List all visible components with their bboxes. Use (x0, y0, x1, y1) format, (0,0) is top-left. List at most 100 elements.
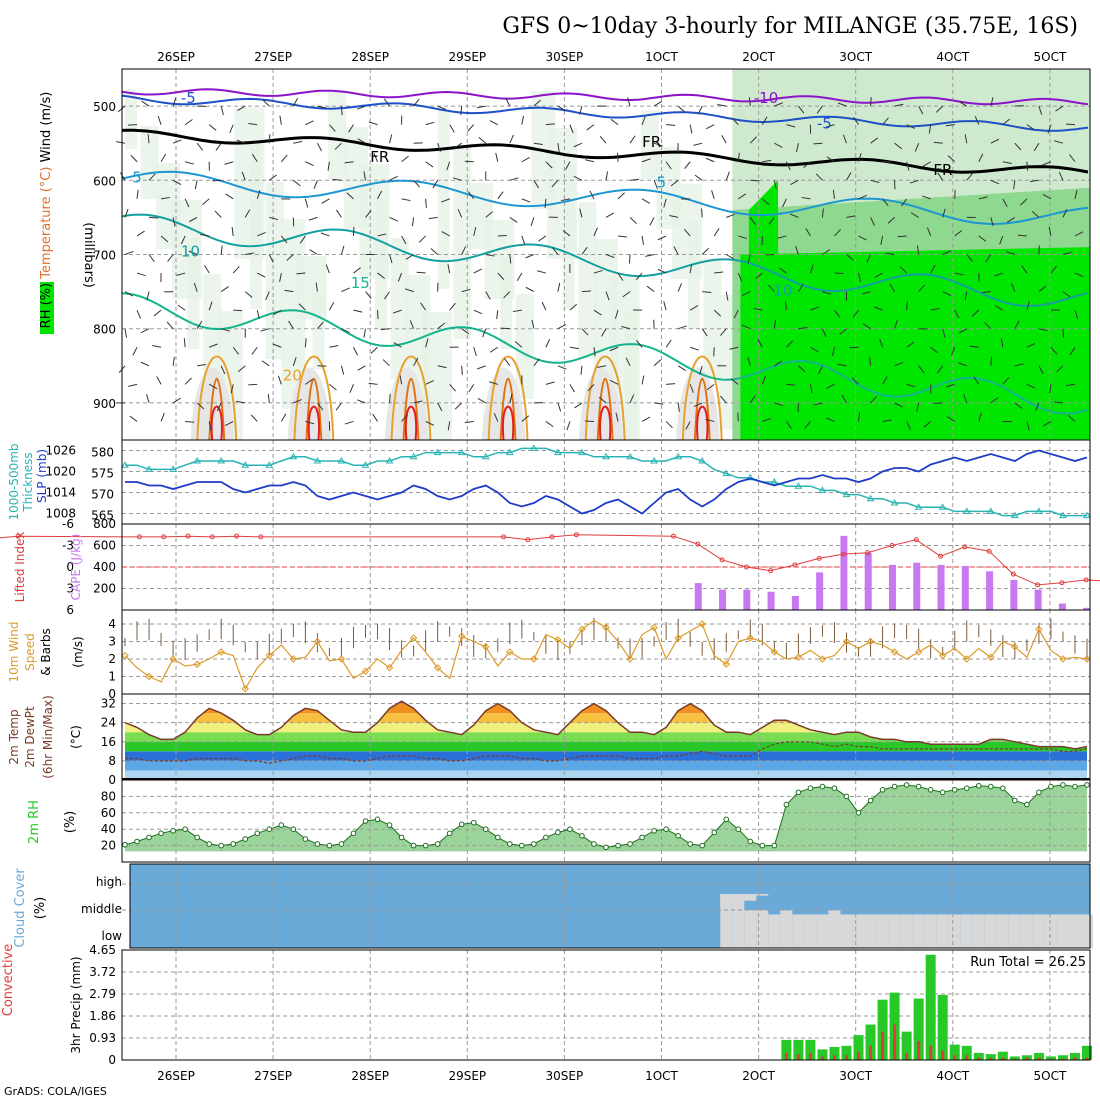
wind-barb (560, 198, 571, 202)
wind-speed-point (866, 637, 875, 646)
wind-barb (1013, 180, 1016, 190)
pressure-tick: 600 (93, 174, 116, 188)
wind-barb (461, 328, 470, 335)
wind-tick: 0 (108, 687, 116, 701)
wind-barb (467, 124, 475, 132)
wind-barb (1035, 402, 1040, 412)
rh-tick: 60 (101, 806, 116, 820)
wind-barb (665, 421, 673, 429)
date-tick-label: 26SEP (157, 1069, 195, 1083)
date-tick-label: 3OCT (839, 1069, 872, 1083)
temperature-panel: 0 8 16 24 32 2m Temp 2m DewPt (6hr Min/Max) (°C) (7, 693, 1091, 787)
wind-barb (699, 365, 703, 375)
wind-barb (299, 235, 306, 244)
wind-barb (826, 383, 835, 389)
wind-barb (834, 229, 841, 237)
rh-point (579, 832, 585, 839)
wind-barb (184, 198, 190, 208)
wind-barb (493, 412, 499, 422)
wind-barb (622, 291, 631, 298)
cloud-low-bar (948, 914, 961, 948)
wind-barb (842, 134, 847, 144)
cape-li-panel: -6 -3 0 3 6 200 400 600 800 Lifted Index CAPE (J/k… (0, 517, 1100, 617)
wind-barb (428, 216, 438, 220)
wind-barb (160, 153, 167, 163)
isotherm-25 (596, 377, 614, 441)
wind-tick: 3 (108, 635, 116, 649)
precip-total-bar (997, 1051, 1008, 1060)
wind-barb (328, 302, 335, 311)
rh-point (410, 842, 417, 849)
wind-barb (401, 414, 408, 422)
li-point (573, 532, 579, 538)
wind-barb (747, 357, 751, 366)
wind-barb (1074, 189, 1078, 199)
wind-barb (749, 217, 756, 225)
rh-point (398, 834, 405, 841)
wind-barb (545, 161, 553, 169)
wind-barb (720, 395, 727, 404)
wind-barb (467, 191, 475, 200)
wind-speed-point (914, 648, 923, 656)
wind-barb (858, 272, 862, 282)
wind-barb (268, 134, 271, 144)
wind-barb (167, 254, 174, 262)
wind-barb (777, 235, 787, 239)
wind-barb (825, 417, 835, 422)
wind-barb (757, 339, 763, 348)
wind-barb (296, 272, 306, 275)
wind-barb (663, 301, 667, 311)
cloud-low-bar (1032, 914, 1045, 948)
li-point (258, 534, 264, 540)
wind-barb (172, 217, 176, 227)
wind-barb (461, 288, 471, 293)
contour-label: 5 (657, 174, 667, 192)
wind-barb (617, 192, 625, 200)
wind-barb (694, 174, 703, 181)
wind-barb (669, 215, 679, 218)
wind-barb (1068, 414, 1076, 422)
wind-barb (846, 215, 856, 218)
wind-barb (413, 357, 419, 367)
wind-barb (172, 397, 181, 404)
wind-barb (609, 346, 619, 352)
wind-barb (377, 233, 387, 237)
precip-conv-bar (881, 1031, 885, 1060)
wind-barb (180, 235, 186, 245)
wind-barb (1006, 216, 1016, 223)
wind-barb (1026, 161, 1029, 171)
wind-barb (1074, 310, 1079, 319)
wind-barb (262, 99, 270, 107)
cape-bar (888, 564, 896, 610)
li-point (136, 534, 142, 540)
wind-barb (292, 357, 297, 366)
axis-label-line: & Barbs (39, 628, 53, 676)
wind-barb (713, 228, 720, 237)
li-point (986, 548, 992, 554)
wind-barb (714, 271, 724, 274)
wind-barb (873, 306, 883, 311)
rh-point (470, 819, 477, 826)
cape-bar (1034, 589, 1042, 610)
wind-barb (950, 347, 956, 356)
wind-speed-point (602, 623, 610, 632)
cape-bar (864, 553, 872, 610)
precip-tick: 1.86 (89, 1009, 116, 1023)
wind-barb (774, 402, 784, 407)
axis-label-line: Thickness (21, 452, 35, 512)
wind-barb (1029, 179, 1039, 183)
wind-barb (248, 123, 258, 126)
wind-barb (641, 158, 651, 163)
rh-point (218, 842, 224, 849)
wind-barb (1000, 338, 1004, 348)
wind-barb (1026, 383, 1036, 389)
wind-barb (545, 338, 551, 348)
wind-barb (356, 399, 366, 404)
wind-barb (184, 119, 193, 126)
wind-barb (990, 138, 1000, 144)
wind-barb (882, 198, 889, 207)
panel-frame (121, 949, 1091, 1061)
wind-barb (441, 198, 450, 203)
rh-point (1048, 783, 1054, 790)
wind-barb (313, 180, 318, 189)
